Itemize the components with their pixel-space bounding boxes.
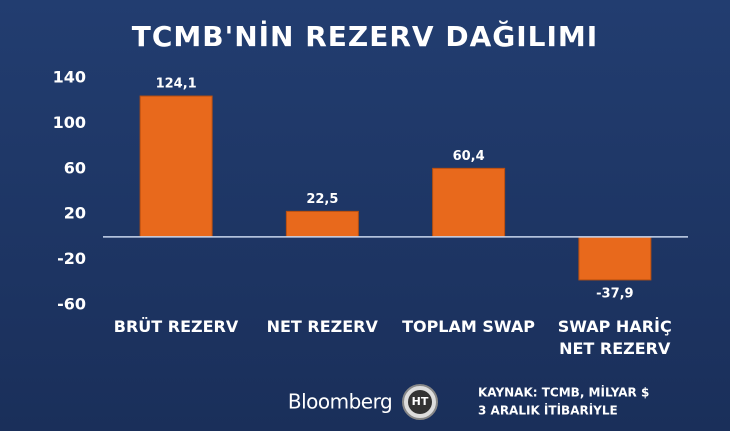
bar	[285, 210, 359, 238]
x-tick-label: SWAP HARİÇ NET REZERV	[557, 317, 672, 358]
source-text: 3 ARALIK İTİBARİYLE	[478, 403, 618, 418]
chart-title: TCMB'NİN REZERV DAĞILIMI	[132, 19, 598, 53]
source-text: KAYNAK: TCMB, MİLYAR $	[478, 385, 649, 400]
x-tick-label: NET REZERV	[266, 317, 378, 336]
y-tick-label: 140	[53, 68, 86, 87]
logo-text: Bloomberg	[288, 390, 392, 414]
value-label: -37,9	[596, 286, 633, 301]
svg-text:HT: HT	[412, 395, 429, 408]
value-label: 22,5	[306, 192, 338, 207]
bar	[432, 167, 506, 238]
y-tick-label: 20	[64, 204, 86, 223]
x-tick-label: TOPLAM SWAP	[402, 317, 535, 336]
value-label: 124,1	[156, 77, 197, 92]
ht-logo: HT	[402, 384, 438, 420]
x-tick-label: BRÜT REZERV	[113, 317, 239, 336]
bar	[139, 95, 213, 238]
y-tick-label: -60	[57, 295, 86, 314]
bar	[578, 236, 652, 281]
y-tick-label: -20	[57, 249, 86, 268]
value-label: 60,4	[453, 149, 485, 164]
y-tick-label: 100	[53, 113, 86, 132]
y-tick-label: 60	[64, 158, 86, 177]
